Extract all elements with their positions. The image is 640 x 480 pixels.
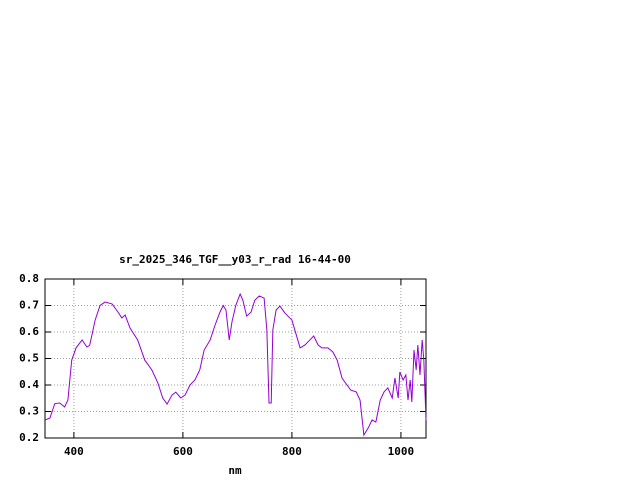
y-tick-label: 0.2 xyxy=(19,431,39,444)
y-tick-label: 0.7 xyxy=(19,299,39,312)
chart-title: sr_2025_346_TGF__y03_r_rad 16-44-00 xyxy=(119,253,351,266)
x-tick-label: 800 xyxy=(282,445,302,458)
y-tick-label: 0.3 xyxy=(19,405,39,418)
data-line xyxy=(44,292,427,437)
x-tick-label: 400 xyxy=(64,445,84,458)
y-tick-label: 0.5 xyxy=(19,352,39,365)
y-tick-label: 0.4 xyxy=(19,378,39,391)
plot-frame xyxy=(44,278,427,439)
y-tick-label: 0.8 xyxy=(19,272,39,285)
x-tick-label: 600 xyxy=(173,445,193,458)
y-tick-label: 0.6 xyxy=(19,325,39,338)
x-tick-label: 1000 xyxy=(388,445,415,458)
x-axis-label: nm xyxy=(228,464,242,477)
